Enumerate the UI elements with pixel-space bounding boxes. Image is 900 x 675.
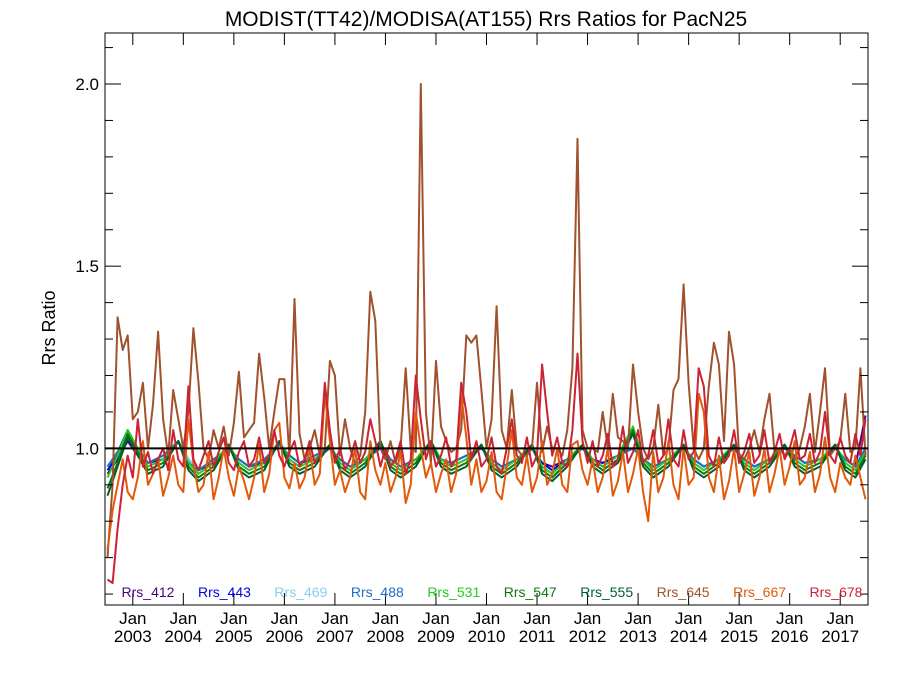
x-tick-year-label: 2004: [164, 627, 202, 646]
y-axis-label: Rrs Ratio: [39, 290, 59, 365]
x-tick-year-label: 2014: [670, 627, 708, 646]
x-tick-month-label: Jan: [574, 609, 601, 628]
x-tick-month-label: Jan: [675, 609, 702, 628]
x-tick-year-label: 2012: [569, 627, 607, 646]
x-tick-month-label: Jan: [170, 609, 197, 628]
x-tick-month-label: Jan: [473, 609, 500, 628]
legend-label-rrs-443: Rrs_443: [198, 584, 251, 600]
legend-label-rrs-667: Rrs_667: [733, 584, 786, 600]
series-line-rrs-678: [106, 352, 867, 585]
legend-label-rrs-531: Rrs_531: [427, 584, 480, 600]
x-tick-year-label: 2006: [265, 627, 303, 646]
x-tick-month-label: Jan: [776, 609, 803, 628]
y-tick-label: 1.0: [75, 439, 99, 458]
legend-label-rrs-412: Rrs_412: [122, 584, 175, 600]
x-tick-year-label: 2009: [417, 627, 455, 646]
x-tick-month-label: Jan: [321, 609, 348, 628]
x-tick-year-label: 2005: [215, 627, 253, 646]
x-tick-year-label: 2017: [821, 627, 859, 646]
legend-label-rrs-488: Rrs_488: [351, 584, 404, 600]
legend-label-rrs-678: Rrs_678: [810, 584, 863, 600]
x-tick-year-label: 2003: [114, 627, 152, 646]
legend-label-rrs-645: Rrs_645: [657, 584, 710, 600]
x-tick-month-label: Jan: [372, 609, 399, 628]
series-line-rrs-667: [106, 392, 867, 551]
x-tick-month-label: Jan: [523, 609, 550, 628]
series-layer: [106, 83, 867, 585]
chart-title: MODIST(TT42)/MODISA(AT155) Rrs Ratios fo…: [225, 8, 747, 31]
legend-label-rrs-547: Rrs_547: [504, 584, 557, 600]
legend-label-rrs-469: Rrs_469: [274, 584, 327, 600]
x-tick-year-label: 2013: [619, 627, 657, 646]
x-tick-year-label: 2008: [367, 627, 405, 646]
x-tick-year-label: 2010: [468, 627, 506, 646]
legend: Rrs_412 Rrs_443 Rrs_469 Rrs_488 Rrs_531 Rrs_5…: [122, 584, 863, 600]
x-tick-year-label: 2015: [720, 627, 758, 646]
x-tick-month-label: Jan: [624, 609, 651, 628]
y-tick-label: 2.0: [75, 75, 99, 94]
x-tick-month-label: Jan: [422, 609, 449, 628]
y-tick-label: 1.5: [75, 257, 99, 276]
x-tick-year-label: 2011: [519, 627, 556, 646]
x-tick-month-label: Jan: [826, 609, 853, 628]
legend-label-rrs-555: Rrs_555: [580, 584, 633, 600]
axes-layer: 1.01.52.0Jan2003Jan2004Jan2005Jan2006Jan…: [75, 32, 869, 646]
series-line-rrs-645: [106, 83, 867, 558]
x-tick-month-label: Jan: [119, 609, 146, 628]
plot-frame: [104, 32, 869, 606]
x-tick-month-label: Jan: [220, 609, 247, 628]
x-tick-month-label: Jan: [725, 609, 752, 628]
x-tick-year-label: 2016: [771, 627, 809, 646]
x-tick-month-label: Jan: [271, 609, 298, 628]
x-tick-year-label: 2007: [316, 627, 354, 646]
